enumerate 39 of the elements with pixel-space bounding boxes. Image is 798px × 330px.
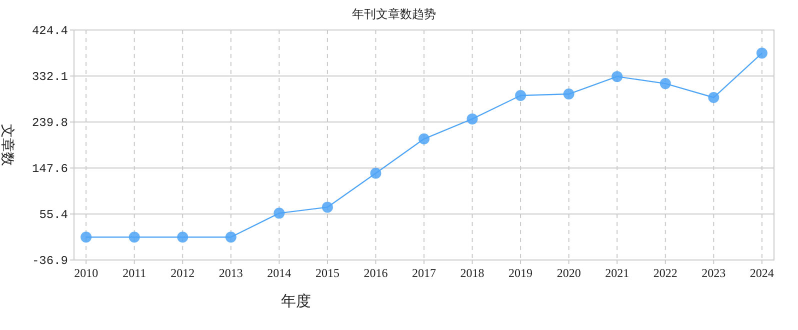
point	[756, 48, 768, 59]
x-tick-label: 2016	[364, 266, 388, 280]
point	[418, 133, 430, 144]
y-tick-label: 332.1	[32, 70, 68, 84]
x-tick-label: 2022	[653, 266, 678, 280]
x-tick-label: 2010	[74, 266, 98, 280]
point	[274, 208, 285, 219]
point	[225, 232, 236, 243]
x-tick-label: 2024	[750, 266, 774, 280]
point	[466, 113, 478, 124]
x-tick-label: 2011	[122, 266, 146, 280]
point	[177, 232, 188, 243]
point	[370, 168, 382, 179]
point	[515, 90, 526, 102]
point	[660, 78, 671, 90]
y-axis-title: 文章数	[0, 124, 15, 166]
y-tick-label: 239.8	[32, 116, 68, 130]
point	[563, 88, 574, 100]
x-tick-label: 2019	[508, 266, 533, 280]
y-tick-label: -36.9	[32, 254, 68, 268]
y-tick-label: 147.6	[32, 162, 68, 176]
point	[128, 232, 140, 243]
x-axis-title: 年度	[281, 292, 311, 310]
point	[708, 92, 720, 104]
x-tick-label: 2014	[267, 266, 292, 280]
x-tick-label: 2020	[556, 266, 581, 280]
x-tick-label: 2021	[605, 266, 630, 280]
x-tick-label: 2015	[315, 266, 340, 280]
y-tick-label: 55.4	[39, 208, 68, 222]
point	[612, 71, 623, 82]
x-tick-label: 2012	[170, 266, 195, 280]
x-tick-label: 2017	[412, 266, 436, 280]
x-tick-label: 2023	[702, 266, 726, 280]
chart-title: 年刊文章数趋势	[352, 7, 436, 21]
y-tick-label: 424.4	[32, 24, 68, 38]
point	[80, 232, 92, 243]
point	[322, 202, 333, 213]
x-tick-label: 2013	[218, 266, 243, 280]
x-tick-label: 2018	[460, 266, 484, 280]
